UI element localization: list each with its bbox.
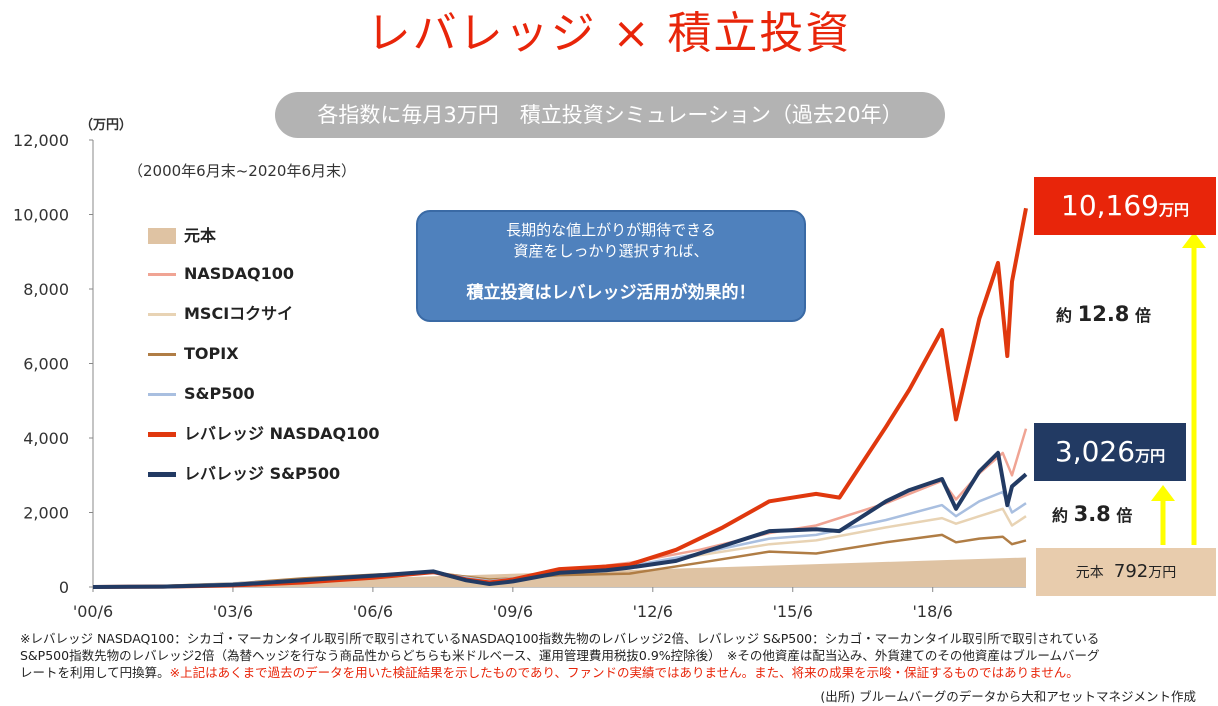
x-tick-label: '06/6	[353, 602, 393, 621]
y-tick-label: 6,000	[23, 355, 69, 374]
callout-line-2: 資産をしっかり選択すれば、	[513, 242, 709, 260]
y-tick-label: 2,000	[23, 504, 69, 523]
lev-sp-value: 3,026	[1054, 435, 1136, 468]
footnote-line-3: レートを利用して円換算。※上記はあくまで過去のデータを用いた検証結果を示したもの…	[20, 664, 1210, 681]
unit-label: 万円	[1158, 201, 1189, 219]
ratio-sp: 約 3.8 倍	[1052, 502, 1132, 526]
ratio-prefix: 約	[1056, 306, 1073, 325]
callout-box: 長期的な値上がりが期待できる 資産をしっかり選択すれば、 積立投資はレバレッジ活…	[416, 210, 806, 322]
y-tick-label: 0	[59, 578, 69, 597]
y-tick-label: 10,000	[13, 206, 69, 225]
callout-line-1: 長期的な値上がりが期待できる	[506, 221, 716, 239]
legend-swatch	[148, 273, 176, 276]
ratio-value: 12.8	[1077, 302, 1130, 326]
legend-label: 元本	[184, 226, 217, 245]
legend-swatch	[148, 353, 176, 356]
lev-nasdaq-value: 10,169	[1061, 189, 1159, 222]
y-axis-unit: （万円）	[80, 118, 133, 133]
legend-swatch	[148, 472, 176, 477]
ratio-nasdaq: 約 12.8 倍	[1056, 302, 1151, 326]
lev-nasdaq-value-box: 10,169万円	[1034, 177, 1216, 235]
footnote-line-2: S&P500指数先物のレバレッジ2倍（為替ヘッジを行なう商品性からどちらも米ドル…	[20, 648, 1100, 663]
period-label: （2000年6月末~2020年6月末）	[128, 162, 357, 180]
x-tick-label: '00/6	[73, 602, 113, 621]
ratio-value: 3.8	[1073, 502, 1111, 526]
legend-swatch	[148, 432, 176, 437]
unit-label: 万円	[1135, 447, 1166, 465]
chart-subtitle: 各指数に毎月3万円 積立投資シミュレーション（過去20年）	[275, 92, 945, 138]
ratio-prefix: 約	[1052, 506, 1069, 525]
principal-label: 元本	[1075, 565, 1104, 581]
legend-label: NASDAQ100	[184, 264, 294, 283]
x-tick-label: '18/6	[913, 602, 953, 621]
x-tick-label: '03/6	[213, 602, 253, 621]
y-tick-label: 12,000	[13, 131, 69, 150]
x-tick-label: '15/6	[773, 602, 813, 621]
series-6-line	[92, 450, 1028, 589]
footnote-line-3-text: レートを利用して円換算。	[20, 665, 170, 680]
y-tick-label: 8,000	[23, 280, 69, 299]
principal-value: 792	[1113, 561, 1149, 582]
arrow-sp-head	[1151, 485, 1175, 501]
legend-label: レバレッジ S&P500	[184, 464, 341, 483]
legend-swatch	[148, 313, 176, 316]
ratio-suffix: 倍	[1135, 306, 1152, 325]
legend-label: S&P500	[184, 384, 255, 403]
legend-label: TOPIX	[184, 344, 239, 363]
y-tick-label: 4,000	[23, 429, 69, 448]
x-tick-label: '12/6	[633, 602, 673, 621]
arrow-nasdaq-head	[1182, 232, 1206, 248]
footnote-line-1: ※レバレッジ NASDAQ100：シカゴ・マーカンタイル取引所で取引されているN…	[20, 631, 1100, 646]
callout-line-3: 積立投資はレバレッジ活用が効果的！	[466, 283, 756, 303]
legend-label: レバレッジ NASDAQ100	[184, 424, 380, 443]
x-tick-label: '09/6	[493, 602, 533, 621]
legend-label: MSCIコクサイ	[184, 304, 294, 323]
footnotes: ※レバレッジ NASDAQ100：シカゴ・マーカンタイル取引所で取引されているN…	[20, 630, 1210, 681]
page-title: レバレッジ × 積立投資	[366, 8, 852, 59]
disclaimer-text: ※上記はあくまで過去のデータを用いた検証結果を示したものであり、ファンドの実績で…	[169, 665, 1079, 680]
ratio-suffix: 倍	[1116, 506, 1133, 525]
lev-sp-value-box: 3,026万円	[1034, 423, 1186, 481]
legend-swatch	[148, 393, 176, 396]
unit-label: 万円	[1148, 565, 1177, 581]
source-note: (出所) ブルームバーグのデータから大和アセットマネジメント作成	[820, 689, 1196, 704]
legend-swatch	[148, 228, 176, 244]
principal-value-box: 元本 792万円	[1036, 548, 1216, 596]
